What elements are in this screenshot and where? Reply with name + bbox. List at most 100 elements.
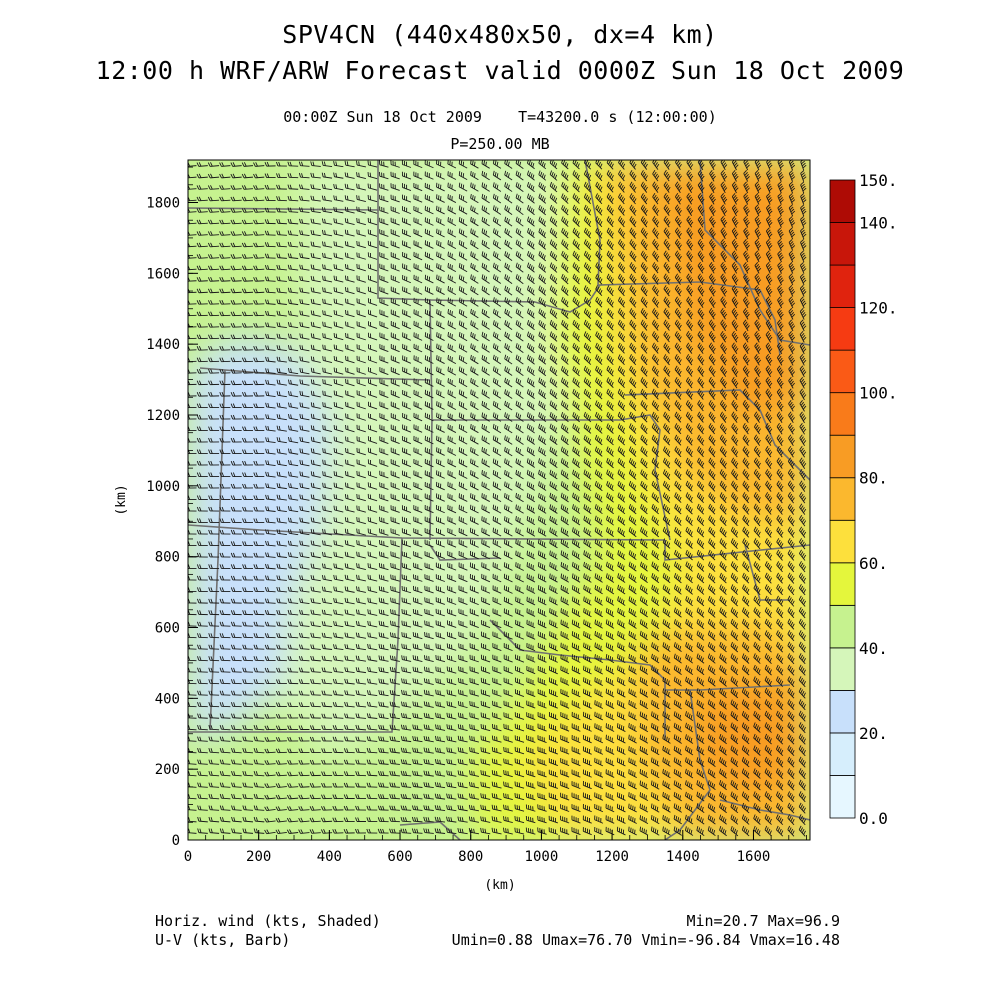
wind-barb bbox=[219, 219, 231, 225]
wind-barb bbox=[629, 204, 637, 216]
wind-barb bbox=[720, 204, 728, 217]
wind-barb bbox=[413, 160, 423, 169]
wind-barb bbox=[720, 193, 728, 205]
colorbar-label: 100. bbox=[859, 384, 898, 403]
wind-barb bbox=[356, 183, 366, 191]
y-tick-label: 1000 bbox=[146, 479, 180, 495]
wind-barb bbox=[800, 193, 807, 205]
wind-barb bbox=[561, 193, 569, 204]
wind-barb bbox=[219, 196, 231, 202]
wind-barb bbox=[413, 171, 423, 180]
colorbar-label: 0.0 bbox=[859, 809, 888, 828]
wind-barb bbox=[606, 170, 614, 182]
wind-barb bbox=[367, 172, 378, 180]
x-tick-label: 1200 bbox=[595, 849, 629, 865]
wind-barb bbox=[196, 196, 208, 202]
wind-barb bbox=[253, 196, 265, 202]
wind-barb bbox=[697, 204, 705, 217]
colorbar-swatch bbox=[829, 477, 856, 521]
wind-barb bbox=[379, 206, 389, 214]
wind-barb bbox=[333, 195, 344, 202]
wind-barb bbox=[207, 173, 220, 179]
wind-barb bbox=[287, 161, 299, 167]
colorbar-label: 140. bbox=[859, 214, 898, 233]
wind-barb bbox=[743, 204, 750, 217]
x-tick-label: 1000 bbox=[525, 849, 559, 865]
colorbar-swatch bbox=[829, 690, 856, 734]
wind-barb bbox=[367, 206, 378, 214]
wind-barb bbox=[196, 173, 208, 179]
y-tick-label: 200 bbox=[155, 762, 180, 778]
wind-barb bbox=[436, 171, 445, 180]
wind-barb bbox=[766, 170, 773, 182]
wind-barb bbox=[481, 182, 490, 192]
wind-barb bbox=[276, 173, 287, 179]
wind-barb bbox=[287, 173, 299, 179]
wind-barb bbox=[299, 207, 310, 213]
wind-barb bbox=[447, 205, 457, 215]
wind-barb bbox=[640, 170, 648, 182]
wind-barb bbox=[800, 170, 807, 182]
colorbar-swatch bbox=[829, 392, 856, 436]
wind-barb bbox=[344, 172, 355, 179]
wind-barb bbox=[674, 204, 682, 216]
wind-barb bbox=[663, 170, 671, 182]
wind-barb bbox=[640, 193, 648, 205]
wind-barb bbox=[298, 184, 310, 190]
wind-barb bbox=[538, 181, 547, 193]
wind-barb bbox=[663, 160, 671, 170]
wind-barb bbox=[709, 193, 716, 205]
wind-barb bbox=[674, 193, 682, 205]
wind-barb bbox=[561, 204, 569, 216]
wind-barb bbox=[492, 205, 502, 215]
wind-barb bbox=[595, 160, 603, 170]
wind-barb bbox=[572, 204, 580, 216]
colorbar-label: 150. bbox=[859, 171, 898, 190]
wind-barb bbox=[526, 160, 535, 170]
wind-barb bbox=[697, 170, 705, 182]
x-tick-label: 600 bbox=[387, 849, 412, 865]
wind-barb bbox=[333, 206, 344, 214]
x-tick-label: 0 bbox=[184, 849, 192, 865]
wind-barb bbox=[618, 204, 626, 216]
wind-barb bbox=[253, 162, 265, 167]
wind-barb bbox=[481, 160, 490, 169]
wind-barb bbox=[298, 172, 310, 179]
wind-barb bbox=[754, 170, 762, 182]
wind-barb bbox=[275, 161, 287, 167]
wind-barbs bbox=[188, 160, 807, 837]
wind-barb bbox=[652, 204, 660, 216]
wind-barb bbox=[287, 184, 299, 190]
wind-barb bbox=[356, 206, 366, 214]
wind-barb bbox=[241, 173, 254, 179]
wind-barb bbox=[652, 160, 660, 170]
wind-barb bbox=[515, 170, 524, 181]
wind-barb bbox=[264, 184, 276, 190]
wind-barb bbox=[390, 171, 400, 180]
wind-barb bbox=[583, 181, 592, 193]
wind-barb bbox=[470, 205, 479, 215]
wind-barb bbox=[504, 170, 513, 181]
wind-barb bbox=[731, 170, 739, 182]
wind-barb bbox=[788, 193, 796, 205]
x-tick-label: 1400 bbox=[666, 849, 700, 865]
wind-barb bbox=[686, 181, 694, 194]
wind-barb bbox=[436, 160, 445, 169]
wind-barb bbox=[310, 195, 321, 202]
wind-barb bbox=[390, 194, 400, 203]
wind-barb bbox=[413, 194, 423, 203]
wind-barb bbox=[527, 193, 535, 204]
wind-barb bbox=[527, 182, 535, 193]
colorbar-label: 120. bbox=[859, 299, 898, 318]
wind-barb bbox=[196, 185, 208, 190]
wind-barb bbox=[481, 205, 490, 215]
wind-barb bbox=[298, 195, 310, 202]
wind-barb bbox=[709, 204, 716, 217]
wind-barb bbox=[470, 182, 479, 192]
wind-barb bbox=[709, 170, 716, 182]
wind-barb bbox=[298, 161, 310, 167]
wind-barb bbox=[344, 183, 355, 191]
x-tick-label: 1600 bbox=[737, 849, 771, 865]
wind-barb bbox=[333, 183, 344, 191]
wind-barb bbox=[549, 181, 558, 193]
